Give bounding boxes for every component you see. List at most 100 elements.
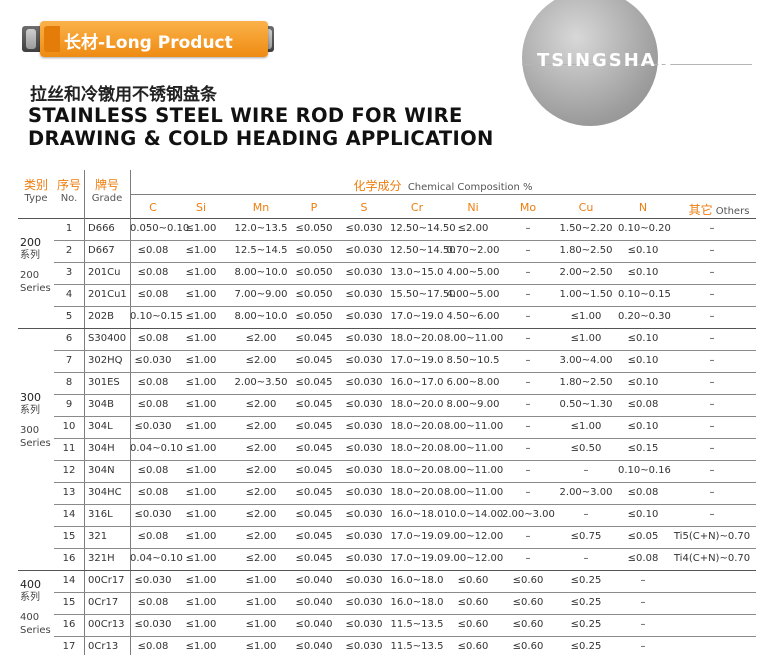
value-cell: – — [525, 487, 531, 498]
header-chemical-composition: 化学成分 Chemical Composition % — [353, 179, 533, 193]
value-cell: ≤2.00 — [245, 443, 277, 454]
value-cell: – — [583, 509, 589, 520]
value-cell: – — [709, 223, 715, 234]
value-cell: – — [525, 289, 531, 300]
value-cell: ≤0.60 — [457, 619, 489, 630]
value-cell: ≤0.08 — [137, 245, 169, 256]
value-cell: ≤1.00 — [570, 333, 602, 344]
value-cell: ≤0.030 — [345, 575, 383, 586]
row-divider — [54, 460, 756, 461]
element-header: Si — [195, 201, 207, 214]
grade-column-line — [84, 170, 85, 655]
value-cell: – — [709, 399, 715, 410]
value-cell: ≤2.00 — [245, 553, 277, 564]
value-cell: ≤1.00 — [185, 399, 217, 410]
value-cell: 8.00~11.00 — [444, 333, 504, 344]
value-cell: ≤2.00 — [245, 333, 277, 344]
value-cell: ≤0.030 — [345, 465, 383, 476]
grade-cell: 304L — [88, 421, 113, 432]
value-cell: 10.0~14.00 — [444, 509, 504, 520]
value-cell: ≤0.045 — [295, 399, 333, 410]
value-cell: ≤0.05 — [627, 531, 659, 542]
value-cell: ≤1.00 — [185, 597, 217, 608]
value-cell: ≤1.00 — [245, 575, 277, 586]
row-divider — [54, 636, 756, 637]
value-cell: ≤0.040 — [295, 619, 333, 630]
value-cell: ≤1.00 — [570, 421, 602, 432]
grade-cell: 301ES — [88, 377, 120, 388]
row-divider — [54, 592, 756, 593]
value-cell: – — [709, 487, 715, 498]
value-cell: – — [525, 245, 531, 256]
value-cell: 2.00~2.50 — [559, 267, 613, 278]
row-divider — [54, 504, 756, 505]
value-cell: ≤2.00 — [245, 509, 277, 520]
value-cell: ≤0.050 — [295, 223, 333, 234]
value-cell: 0.10~0.15 — [618, 289, 671, 300]
value-cell: 17.0~19.0 — [390, 531, 444, 542]
grade-cell: 0Cr17 — [88, 597, 119, 608]
header-grade: 牌号 Grade — [91, 178, 123, 204]
grade-cell: 321H — [88, 553, 115, 564]
value-cell: 11.5~13.5 — [390, 619, 444, 630]
row-number: 13 — [62, 487, 76, 498]
value-cell: 2.00~3.50 — [234, 377, 288, 388]
group-300: 300 系列 300 Series — [20, 391, 51, 449]
row-divider — [54, 614, 756, 615]
value-cell: 16.0~17.0 — [390, 377, 444, 388]
value-cell: ≤0.030 — [345, 355, 383, 366]
value-cell: ≤0.030 — [345, 487, 383, 498]
value-cell: ≤0.10 — [627, 245, 659, 256]
value-cell: 8.00~11.00 — [444, 443, 504, 454]
value-cell: – — [583, 553, 589, 564]
value-cell: ≤0.08 — [137, 289, 169, 300]
value-cell: 12.50~14.50 — [390, 223, 456, 234]
banner-tab — [44, 26, 60, 52]
value-cell: ≤1.00 — [185, 267, 217, 278]
value-cell: – — [709, 289, 715, 300]
value-cell: ≤0.10 — [627, 267, 659, 278]
header-no: 序号 No. — [56, 178, 81, 204]
row-number: 17 — [62, 641, 76, 652]
row-number: 4 — [65, 289, 73, 300]
value-cell: 12.0~13.5 — [234, 223, 288, 234]
value-cell: ≤0.10 — [627, 421, 659, 432]
value-cell: ≤1.00 — [185, 333, 217, 344]
row-divider — [54, 284, 756, 285]
row-number: 16 — [62, 619, 76, 630]
row-divider — [54, 394, 756, 395]
value-cell: Ti5(C+N)~0.70 — [673, 531, 751, 542]
value-cell: 17.0~19.0 — [390, 311, 444, 322]
grade-cell: 201Cu1 — [88, 289, 127, 300]
value-cell: ≤1.00 — [245, 641, 277, 652]
value-cell: – — [525, 553, 531, 564]
value-cell: – — [525, 399, 531, 410]
logo-line — [522, 64, 752, 65]
value-cell: 1.00~1.50 — [559, 289, 613, 300]
element-header: C — [149, 201, 157, 214]
value-cell: – — [640, 641, 646, 652]
header-others: 其它 Others — [688, 203, 750, 217]
value-cell: – — [583, 465, 589, 476]
value-cell: ≤0.050 — [295, 245, 333, 256]
value-cell: ≤0.030 — [134, 421, 172, 432]
row-number: 14 — [62, 575, 76, 586]
value-cell: 8.00~11.00 — [444, 465, 504, 476]
value-cell: ≤0.030 — [345, 553, 383, 564]
value-cell: ≤0.045 — [295, 355, 333, 366]
value-cell: ≤0.045 — [295, 443, 333, 454]
element-header: N — [638, 201, 648, 214]
header-bottom-line — [18, 218, 756, 219]
value-cell: ≤1.00 — [185, 311, 217, 322]
value-cell: 15.50~17.50 — [390, 289, 456, 300]
value-cell: ≤0.15 — [627, 443, 659, 454]
value-cell: ≤0.08 — [137, 333, 169, 344]
heading-cn: 拉丝和冷镦用不锈钢盘条 — [30, 85, 217, 105]
value-cell: ≤0.045 — [295, 531, 333, 542]
row-number: 8 — [65, 377, 73, 388]
value-cell: 12.50~14.50 — [390, 245, 456, 256]
row-number: 14 — [62, 509, 76, 520]
value-cell: ≤0.030 — [345, 399, 383, 410]
value-cell: ≤0.08 — [137, 487, 169, 498]
value-cell: ≤0.10 — [627, 355, 659, 366]
